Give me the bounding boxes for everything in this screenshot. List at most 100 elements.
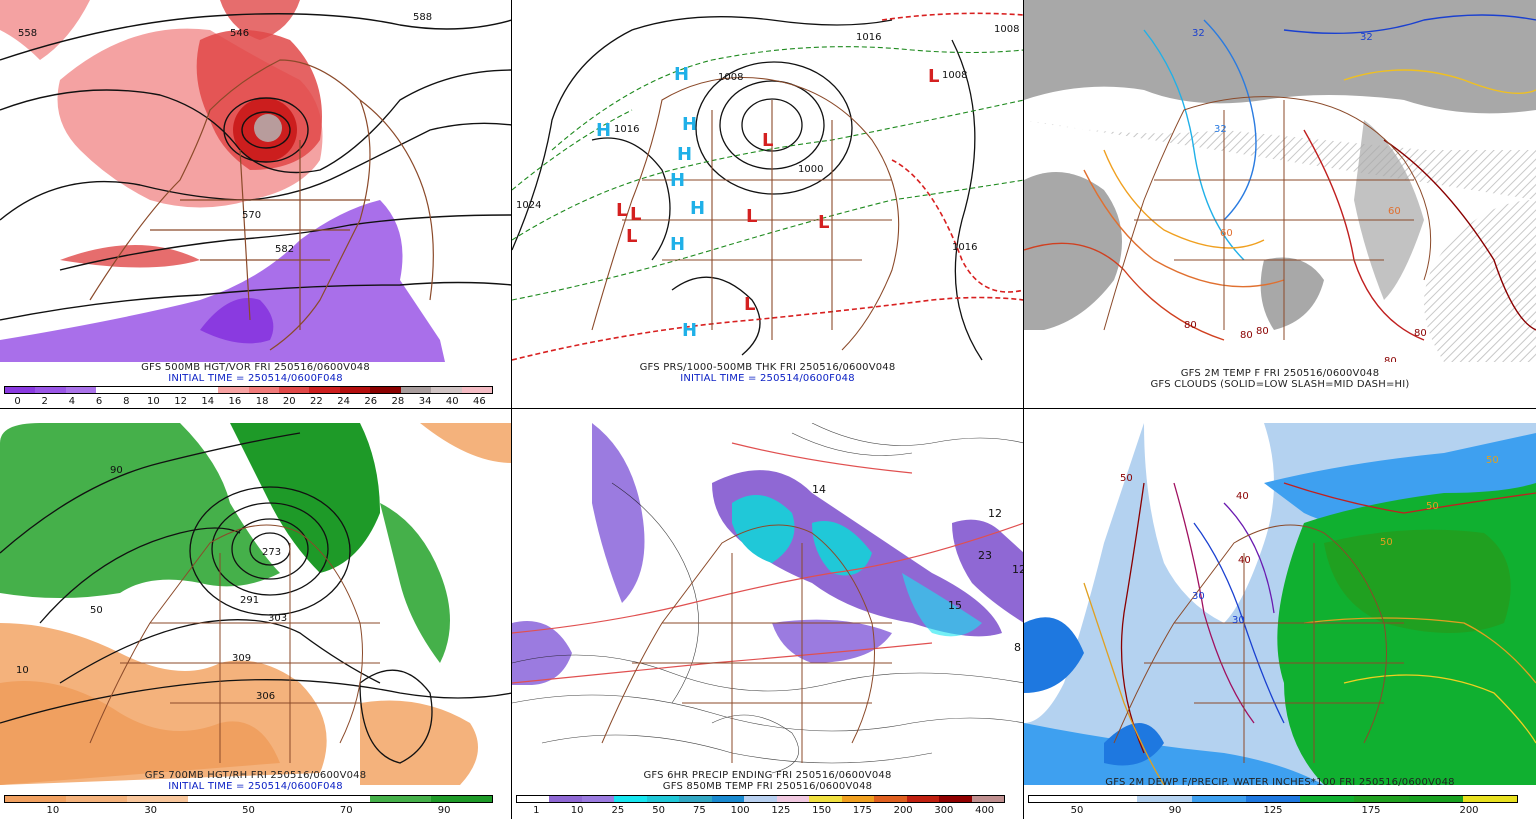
isotherm-label: 80	[1240, 330, 1253, 341]
scale-swatch	[939, 796, 972, 802]
scale-swatch	[744, 796, 777, 802]
dewpoint-label: 50	[1120, 473, 1133, 484]
isobar-label: 1008	[942, 70, 967, 81]
scale-tick-label: 4	[68, 396, 76, 407]
scale-swatch	[65, 387, 97, 393]
precip-total-label: 23	[978, 549, 992, 562]
scale-swatch	[370, 387, 401, 393]
scale-tick-label: 10	[46, 805, 60, 816]
humidity-map: 291 273 303 309 306 10 90 50	[0, 423, 511, 785]
caption: GFS 2M TEMP F FRI 250516/0600V048 GFS CL…	[1024, 368, 1536, 390]
scale-swatch	[126, 796, 188, 802]
contour-label: 273	[262, 547, 281, 558]
scale-swatch	[679, 796, 712, 802]
scale-swatch	[370, 796, 432, 802]
isotherm-label: 32	[1360, 32, 1373, 43]
caption: GFS 500MB HGT/VOR FRI 250516/0600V048 IN…	[0, 362, 511, 384]
isobar-label: 1016	[952, 242, 977, 253]
contour-label: 306	[256, 691, 275, 702]
scale-swatch	[5, 796, 66, 802]
dewpoint-label: 30	[1232, 615, 1245, 626]
scale-tick-label: 200	[1459, 805, 1479, 816]
scale-tick-label: 175	[852, 805, 872, 816]
scale-swatch	[248, 796, 310, 802]
high-pressure-label: H	[670, 170, 685, 191]
scale-tick-label: 100	[730, 805, 750, 816]
dewpoint-label: 50	[1486, 455, 1499, 466]
high-pressure-label: H	[674, 64, 689, 85]
contour-label: 291	[240, 595, 259, 606]
scale-swatch	[309, 796, 371, 802]
scale-swatch	[1029, 796, 1084, 802]
scale-tick-label: 70	[339, 805, 353, 816]
low-pressure-label: L	[616, 200, 627, 221]
scale-swatch	[126, 387, 158, 393]
scale-swatch	[431, 387, 462, 393]
precip-total-label: 14	[812, 483, 826, 496]
scale-swatch	[5, 387, 36, 393]
caption: GFS PRS/1000-500MB THK FRI 250516/0600V0…	[512, 362, 1023, 384]
scale-tick-label: 6	[95, 396, 103, 407]
scale-tick-label: 90	[1168, 805, 1182, 816]
scale-tick-label: 50	[1070, 805, 1084, 816]
isobar-label: 1008	[994, 24, 1019, 35]
scale-ticks: 1 10 25 50 75 100 125 150 175 200 300 400	[516, 805, 1005, 816]
scale-tick-label: 75	[693, 805, 706, 816]
scale-swatch	[841, 796, 875, 802]
scale-swatch	[1354, 796, 1409, 802]
high-pressure-label: H	[677, 144, 692, 165]
high-pressure-label: H	[670, 234, 685, 255]
scale-swatch	[187, 387, 219, 393]
isotherm-label: 80	[1256, 326, 1269, 337]
isotherm-label: 80	[1384, 356, 1397, 362]
scale-swatch	[278, 387, 310, 393]
scale-tick-label: 200	[893, 805, 913, 816]
vorticity-map: 558 546 570 582 588	[0, 0, 511, 362]
scale-tick-label: 22	[310, 396, 323, 407]
isotherm-label: 80	[1414, 328, 1427, 339]
precip-map: 14 12 23 15 12 8	[512, 423, 1024, 785]
isobar-label: 1016	[614, 124, 639, 135]
precip-total-label: 8	[1014, 641, 1021, 654]
scale-ticks: 0 2 4 6 8 10 12 14 16 18 20 22 24 26 28 34 40 46	[4, 396, 493, 407]
high-pressure-label: H	[596, 120, 611, 141]
contour-label: 588	[413, 12, 432, 23]
scale-swatch	[461, 387, 492, 393]
scale-swatch	[874, 796, 907, 802]
dewpoint-label: 40	[1238, 555, 1251, 566]
precip-total-label: 12	[1012, 563, 1024, 576]
isobar-label: 1008	[718, 72, 743, 83]
scale-tick-label: 150	[812, 805, 832, 816]
low-pressure-label: L	[762, 130, 773, 151]
panel-2m-dewpoint-pwat: 50 40 30 30 50 40 50 50 GFS 2M DEWP F/PR…	[1024, 409, 1536, 819]
scale-swatch	[1462, 796, 1517, 802]
scale-swatch	[65, 796, 127, 802]
scale-tick-label: 400	[975, 805, 995, 816]
scale-swatch	[400, 387, 432, 393]
color-scale	[1028, 795, 1518, 803]
scale-tick-label: 24	[337, 396, 350, 407]
caption: GFS 700MB HGT/RH FRI 250516/0600V048 INI…	[0, 770, 511, 792]
scale-swatch	[157, 387, 188, 393]
scale-ticks: 10 30 50 70 90	[4, 805, 493, 816]
scale-tick-label: 125	[1263, 805, 1283, 816]
dewpoint-label: 40	[1236, 491, 1249, 502]
high-pressure-label: H	[682, 320, 697, 341]
caption-line-1: GFS 6HR PRECIP ENDING FRI 250516/0600V04…	[643, 770, 892, 781]
color-scale	[4, 386, 493, 394]
scale-swatch	[646, 796, 680, 802]
panel-500mb-hgt-vor: 558 546 570 582 588 GFS 500MB HGT/VOR FR…	[0, 0, 512, 409]
panel-700mb-hgt-rh: 291 273 303 309 306 10 90 50 GFS 700MB H…	[0, 409, 512, 819]
caption-line-2: INITIAL TIME = 250514/0600F048	[168, 373, 343, 384]
caption: GFS 6HR PRECIP ENDING FRI 250516/0600V04…	[512, 770, 1023, 792]
scale-tick-label: 50	[242, 805, 255, 816]
scale-swatch	[809, 796, 842, 802]
low-pressure-label: L	[818, 212, 829, 233]
scale-tick-label: 8	[123, 396, 130, 407]
scale-tick-label: 175	[1361, 805, 1381, 816]
scale-swatch	[971, 796, 1005, 802]
scale-swatch	[96, 387, 127, 393]
scale-swatch	[35, 387, 66, 393]
low-pressure-label: L	[746, 206, 757, 227]
caption-line-2: GFS CLOUDS (SOLID=LOW SLASH=MID DASH=HI)	[1150, 379, 1410, 390]
